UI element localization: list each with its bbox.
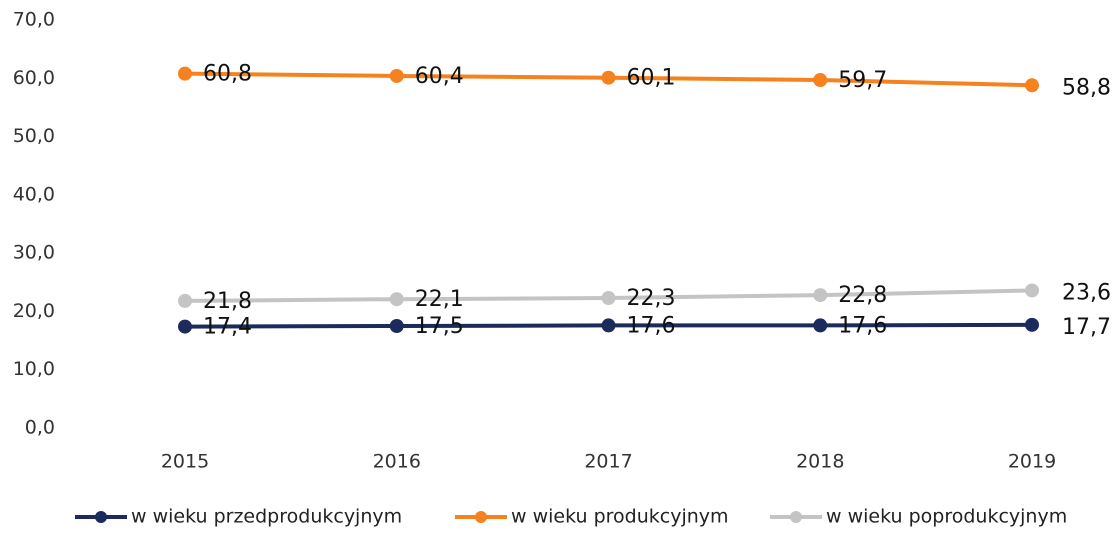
legend-label: w wieku przedprodukcyjnym <box>131 506 402 528</box>
y-tick-label: 10,0 <box>13 358 55 380</box>
y-tick-label: 40,0 <box>13 183 55 205</box>
y-tick-label: 20,0 <box>13 300 55 322</box>
data-point <box>1025 317 1039 332</box>
data-point <box>601 291 616 306</box>
x-tick-label: 2019 <box>1008 451 1056 473</box>
data-point <box>601 70 616 85</box>
y-tick-label: 70,0 <box>13 9 55 31</box>
data-label: 17,7 <box>1062 315 1111 340</box>
x-tick-label: 2018 <box>796 451 844 473</box>
data-label: 21,8 <box>203 289 252 314</box>
y-tick-label: 0,0 <box>25 417 55 439</box>
x-tick-label: 2017 <box>584 451 632 473</box>
data-point <box>178 293 192 308</box>
data-label: 17,6 <box>627 313 676 338</box>
x-tick-label: 2016 <box>373 451 421 473</box>
y-tick-label: 30,0 <box>13 242 55 264</box>
data-label: 60,8 <box>203 62 252 87</box>
y-tick-label: 50,0 <box>13 125 55 147</box>
data-label: 58,8 <box>1062 75 1111 100</box>
data-point <box>1025 283 1039 298</box>
data-label: 22,3 <box>627 286 676 311</box>
legend-label: w wieku poprodukcyjnym <box>826 506 1067 528</box>
data-label: 17,6 <box>838 313 887 338</box>
data-point <box>813 318 828 333</box>
data-point <box>813 73 828 88</box>
data-label: 60,4 <box>415 64 464 89</box>
legend-marker <box>95 511 107 523</box>
data-point <box>813 288 828 303</box>
data-point <box>389 292 404 307</box>
legend-marker <box>475 511 487 523</box>
legend-marker <box>790 511 802 523</box>
data-point <box>389 319 404 333</box>
y-tick-label: 60,0 <box>13 67 55 89</box>
data-point <box>178 66 192 81</box>
x-tick-label: 2015 <box>161 451 209 473</box>
data-label: 22,1 <box>415 287 464 312</box>
data-point <box>389 68 404 83</box>
legend-label: w wieku produkcyjnym <box>511 506 729 528</box>
data-point <box>178 319 192 334</box>
data-point <box>601 318 616 333</box>
data-label: 17,4 <box>203 315 252 340</box>
data-label: 23,6 <box>1062 280 1111 305</box>
data-label: 22,8 <box>838 283 887 308</box>
data-point <box>1025 78 1039 93</box>
data-label: 60,1 <box>627 66 676 91</box>
data-label: 17,5 <box>415 314 464 339</box>
data-label: 59,7 <box>838 68 887 93</box>
